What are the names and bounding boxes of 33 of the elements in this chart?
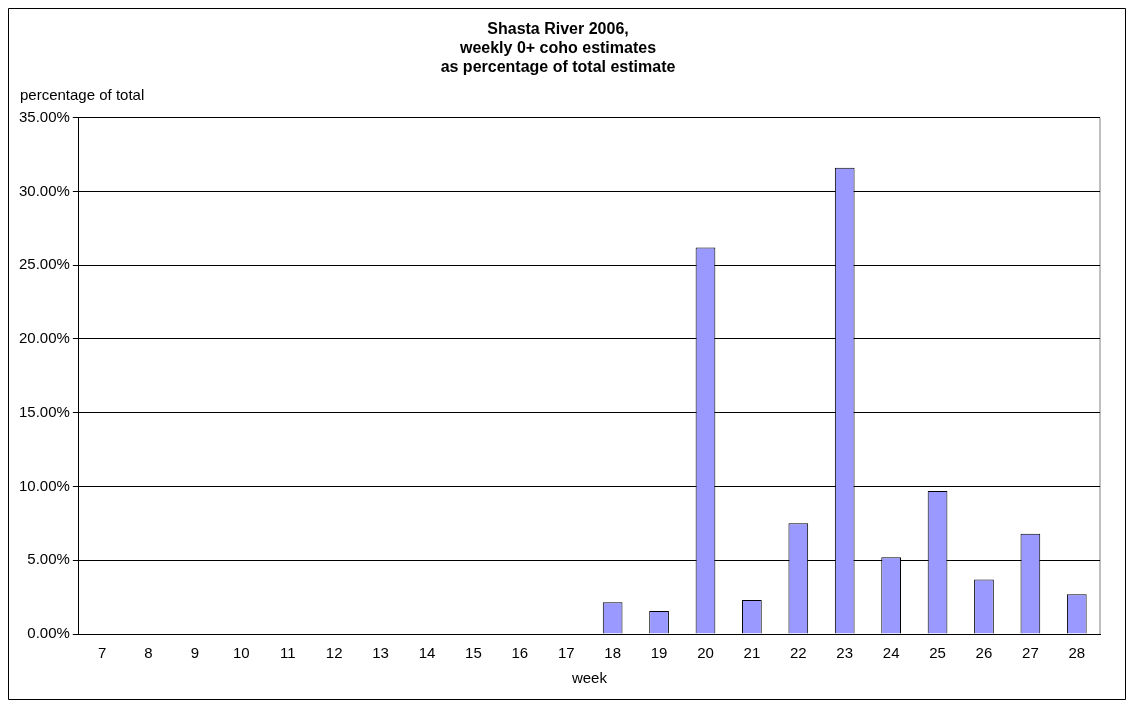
y-tick-label: 35.00% (19, 107, 70, 125)
x-tick-label: 8 (144, 644, 153, 662)
y-tick-label: 20.00% (19, 329, 70, 347)
y-tick-label: 15.00% (19, 402, 70, 420)
x-tick-label: 27 (1022, 644, 1039, 662)
x-tick-label: 22 (789, 644, 807, 662)
x-tick-label: 16 (511, 644, 529, 662)
x-tick-label: 14 (418, 644, 436, 662)
x-tick-label: 13 (372, 644, 389, 662)
x-axis-title: week (570, 669, 608, 687)
x-tick-label: 15 (465, 644, 482, 662)
x-tick-label: 12 (325, 644, 343, 662)
x-tick-label: 26 (975, 644, 993, 662)
x-tick-label: 18 (604, 644, 621, 662)
x-tick-label: 7 (97, 644, 107, 662)
y-tick-label: 5.00% (27, 550, 70, 568)
y-tick-label: 0.00% (27, 624, 70, 642)
chart-title: Shasta River 2006, weekly 0+ coho estimates as percentage of total estimate (440, 20, 676, 76)
x-tick-label: 28 (1068, 644, 1086, 662)
x-tick-label: 19 (650, 644, 668, 662)
x-tick-label: 20 (697, 644, 714, 662)
x-tick-label: 17 (557, 644, 575, 662)
y-tick-label: 25.00% (19, 255, 70, 273)
y-tick-label: 30.00% (19, 181, 70, 199)
x-tick-label: 25 (929, 644, 946, 662)
x-tick-label: 24 (882, 644, 900, 662)
y-tick-label: 10.00% (19, 476, 70, 494)
x-tick-label: 21 (743, 644, 761, 662)
x-tick-label: 10 (232, 644, 250, 662)
x-tick-label: 9 (190, 644, 200, 662)
x-tick-label: 23 (836, 644, 854, 662)
x-tick-label: 11 (279, 644, 296, 662)
y-axis-title: percentage of total (20, 86, 145, 104)
